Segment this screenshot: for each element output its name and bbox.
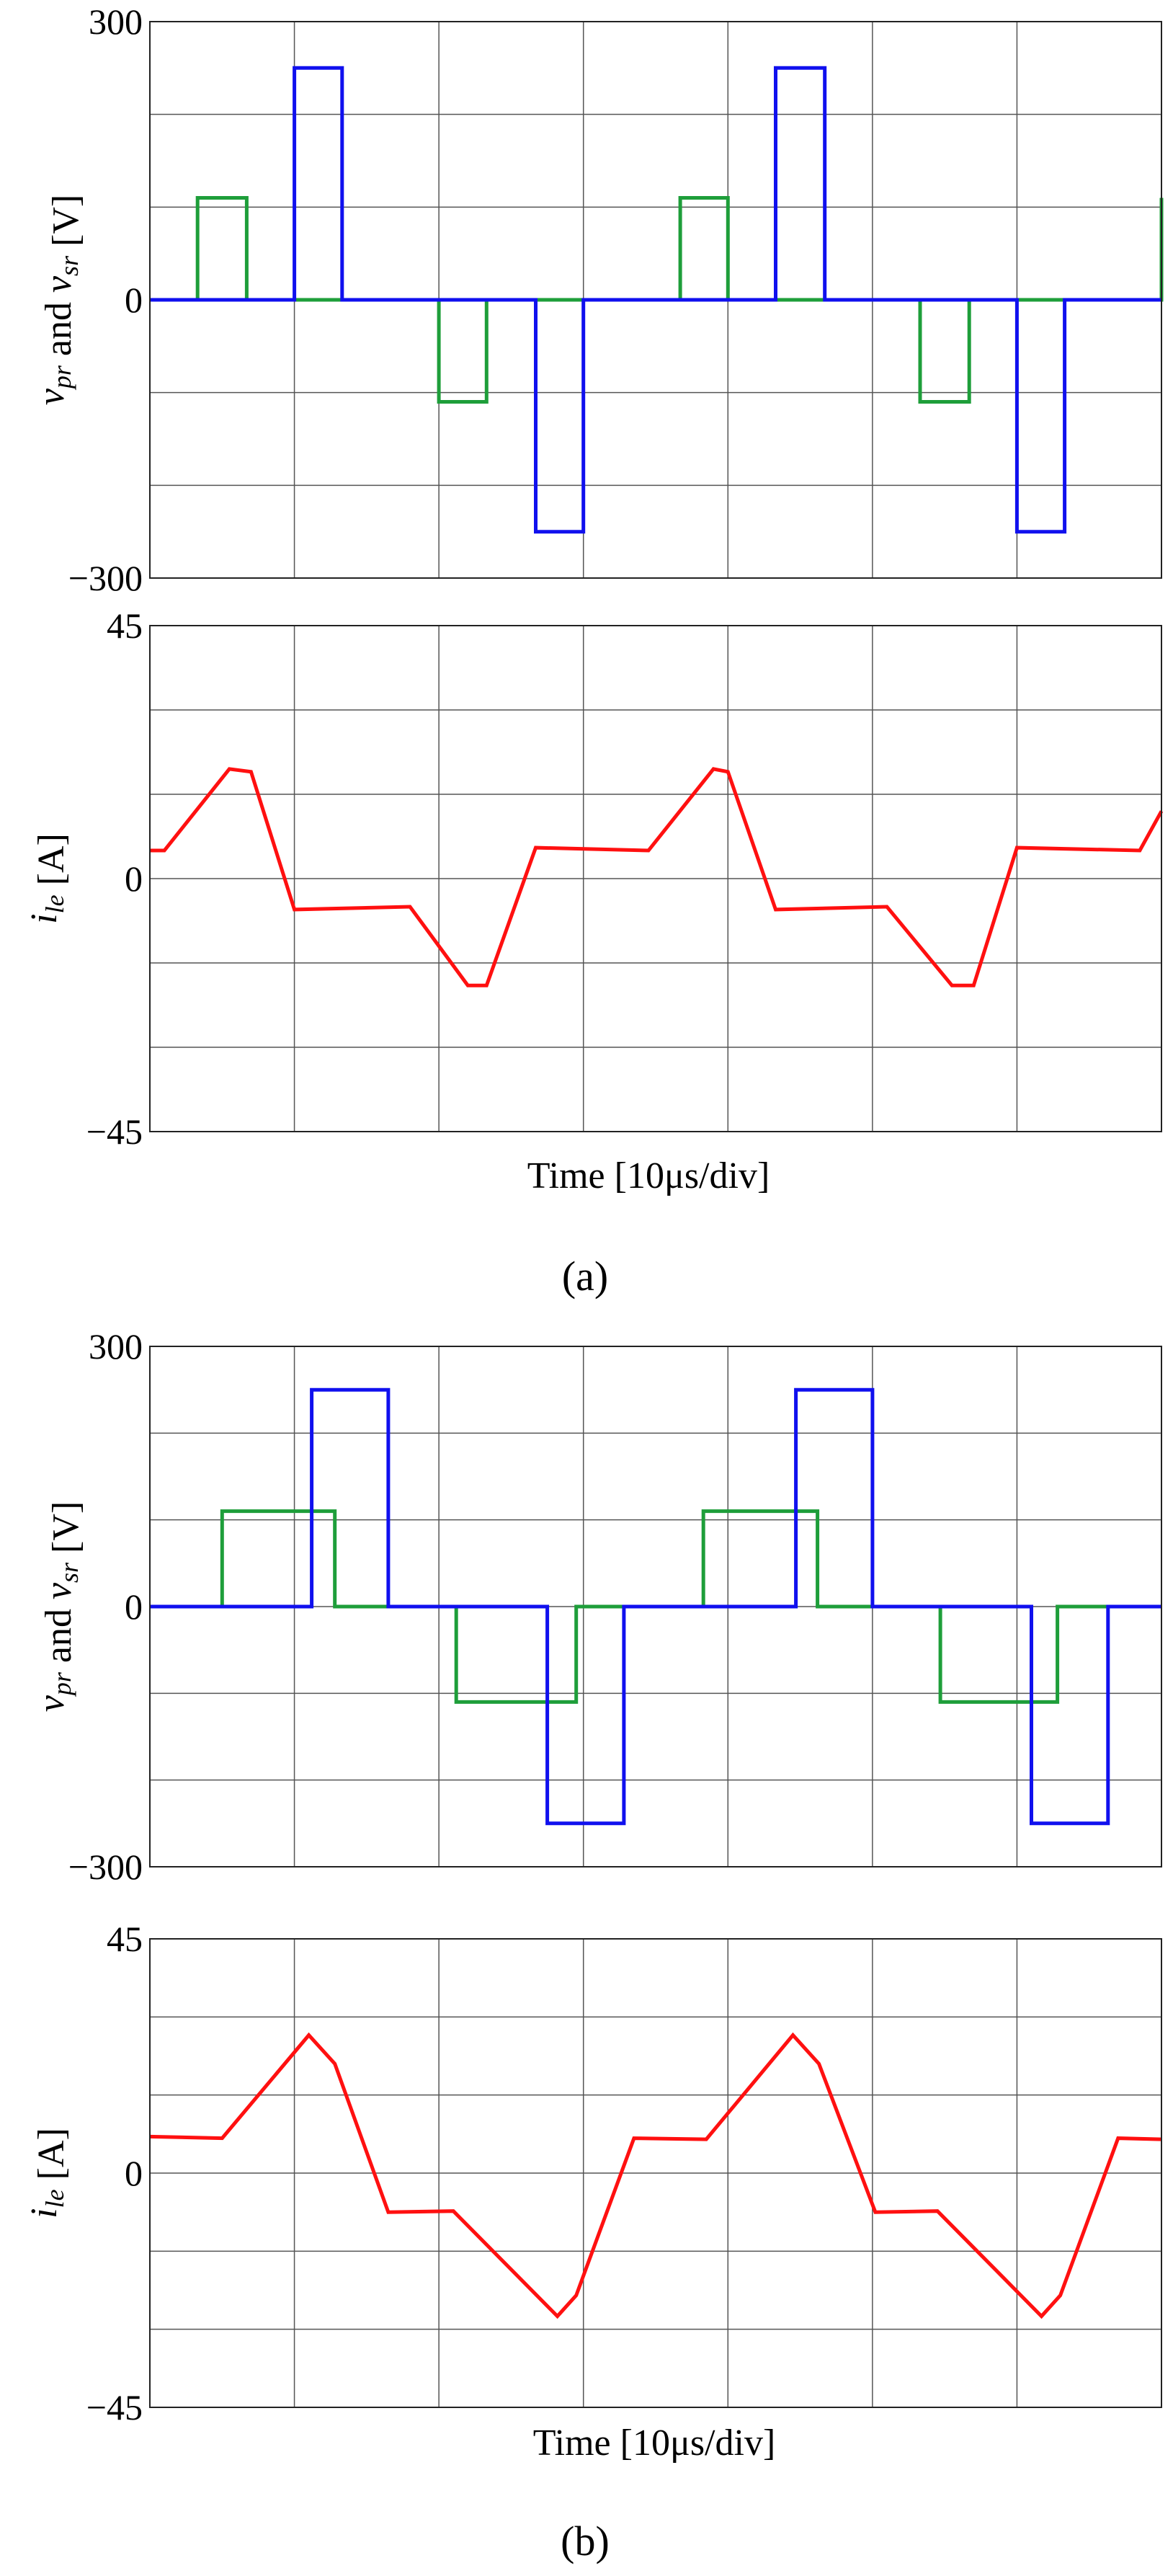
y-tick-label: 300 — [89, 1326, 143, 1367]
panel-a-label-text: (a) — [562, 1253, 608, 1300]
y-tick-label: 45 — [107, 605, 143, 646]
panel-a-current-plot: 45 0 −45 ile [A] — [24, 605, 1164, 1152]
y-tick-label: −45 — [86, 1111, 143, 1152]
panel-a-voltage-plot: 300 0 −300 vpr and vsr [V] — [31, 1, 1164, 598]
y-tick-label: −300 — [68, 558, 143, 598]
y-tick-label: −45 — [86, 2387, 143, 2428]
ylabel-0: vpr and vsr [V] — [31, 195, 86, 406]
plot-frame — [149, 1938, 1162, 2408]
ylabel-2: vpr and vsr [V] — [31, 1501, 86, 1713]
panel-b-current-plot: 45 0 −45 ile [A] — [24, 1919, 1162, 2428]
plot-frame — [149, 1346, 1162, 1867]
series-ile-line — [149, 2032, 1162, 2319]
series-vsr-line — [150, 1387, 1161, 1826]
panel-a-xlabel: Time [10μs/div] — [527, 1155, 770, 1196]
y-tick-label: 0 — [125, 1586, 143, 1627]
panel-b-label-text: (b) — [561, 2518, 610, 2564]
plot-frame — [149, 625, 1162, 1132]
y-tick-label: −300 — [68, 1847, 143, 1887]
ylabel-1: ile [A] — [24, 833, 72, 924]
y-tick-label: 0 — [125, 280, 143, 320]
panel-b-xlabel: Time [10μs/div] — [533, 2422, 776, 2464]
series-ile-line — [150, 767, 1164, 987]
series-vsr-line — [150, 66, 1161, 534]
panel-a-label: (a) — [562, 1253, 608, 1300]
y-tick-label: 0 — [125, 858, 143, 899]
plot-frame — [149, 21, 1162, 579]
y-tick-label: 300 — [89, 1, 143, 42]
y-tick-label: 45 — [107, 1919, 143, 1959]
panel-b-label: (b) — [561, 2518, 610, 2564]
y-tick-label: 0 — [125, 2153, 143, 2193]
ylabel-3: ile [A] — [24, 2128, 72, 2219]
panel-b-voltage-plot: 300 0 −300 vpr and vsr [V] — [31, 1326, 1162, 1887]
